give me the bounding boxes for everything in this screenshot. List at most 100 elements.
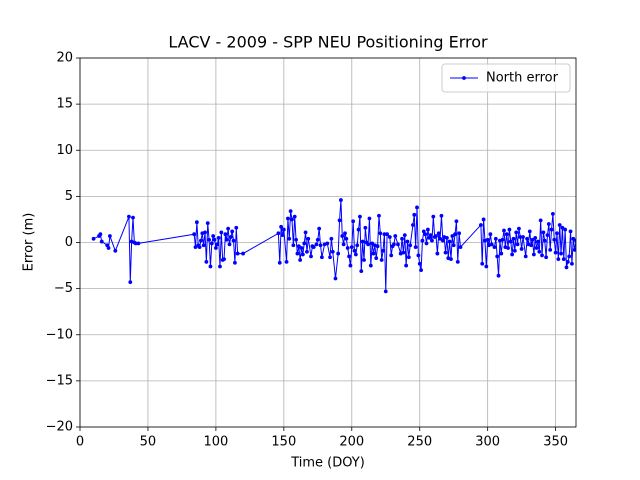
data-point xyxy=(347,254,351,259)
data-point xyxy=(502,228,506,233)
data-point xyxy=(208,264,213,269)
data-point xyxy=(523,254,528,259)
data-point xyxy=(420,238,425,243)
y-tick-label: −10 xyxy=(46,327,73,342)
data-point xyxy=(371,251,376,256)
data-point xyxy=(226,226,231,231)
data-point xyxy=(367,216,372,221)
plot-area xyxy=(91,198,576,294)
legend: North error xyxy=(441,63,571,93)
data-point xyxy=(489,242,494,247)
data-point xyxy=(213,246,218,250)
data-point xyxy=(392,242,396,247)
data-point xyxy=(306,236,311,241)
data-point xyxy=(99,239,104,244)
data-point xyxy=(352,248,357,253)
data-point xyxy=(194,220,199,225)
data-point xyxy=(416,253,421,258)
data-point xyxy=(91,236,96,241)
data-point xyxy=(192,232,197,237)
data-point xyxy=(550,212,555,216)
data-point xyxy=(512,248,517,253)
data-point xyxy=(219,230,224,235)
data-point xyxy=(454,219,459,224)
data-point xyxy=(519,247,524,251)
data-point xyxy=(419,268,423,273)
data-point xyxy=(568,229,573,234)
data-point xyxy=(314,242,319,247)
data-point xyxy=(284,259,289,264)
data-point xyxy=(207,237,211,242)
data-point xyxy=(549,227,554,232)
data-point xyxy=(544,255,549,260)
data-point xyxy=(574,238,576,243)
data-point xyxy=(480,261,485,266)
data-point xyxy=(203,230,207,235)
x-tick-label: 350 xyxy=(543,435,568,450)
data-point xyxy=(534,246,539,250)
data-point xyxy=(541,230,546,235)
data-point xyxy=(113,248,118,253)
data-point xyxy=(309,254,313,259)
data-point xyxy=(540,253,544,258)
data-point xyxy=(457,231,462,236)
legend-box xyxy=(441,63,571,93)
data-point xyxy=(366,242,370,247)
data-point xyxy=(425,227,430,232)
data-point xyxy=(493,236,498,241)
data-point xyxy=(368,263,373,268)
data-point xyxy=(358,214,362,219)
data-point xyxy=(385,232,390,237)
x-tick-label: 200 xyxy=(339,435,364,450)
data-point xyxy=(570,261,574,266)
data-point xyxy=(492,245,497,250)
data-point xyxy=(536,239,540,244)
data-point xyxy=(290,217,294,222)
data-point xyxy=(559,251,563,256)
data-point xyxy=(351,219,356,224)
data-point xyxy=(411,223,415,227)
data-point xyxy=(396,242,400,247)
data-point xyxy=(510,252,515,257)
data-point xyxy=(318,243,323,248)
legend-marker xyxy=(462,76,466,80)
data-point xyxy=(552,237,557,242)
data-point xyxy=(230,229,235,234)
data-point xyxy=(281,227,286,232)
data-point xyxy=(529,243,534,248)
y-tick-label: −5 xyxy=(54,281,73,296)
data-point xyxy=(343,231,347,236)
data-point xyxy=(518,235,523,239)
data-point xyxy=(348,263,353,268)
data-point xyxy=(287,236,292,241)
data-point xyxy=(525,236,529,241)
data-point xyxy=(294,237,298,242)
data-point xyxy=(382,232,387,237)
data-point xyxy=(378,231,383,236)
data-point xyxy=(401,250,406,255)
data-point xyxy=(288,209,293,214)
data-point xyxy=(276,231,281,236)
data-point xyxy=(447,239,452,244)
y-tick-label: 5 xyxy=(65,189,73,204)
data-point xyxy=(199,238,203,243)
y-tick-label: −15 xyxy=(46,373,73,388)
grid: 0 50 100 150 200 250 300 350 −20 −15 −10 −5 0 5 10 15 20 xyxy=(46,51,576,450)
data-point xyxy=(572,247,576,252)
data-point xyxy=(218,264,222,269)
data-point xyxy=(511,236,516,241)
data-point xyxy=(133,241,138,246)
data-point xyxy=(231,238,236,243)
data-point xyxy=(286,216,290,221)
x-tick-label: 0 xyxy=(76,435,84,450)
x-tick-label: 250 xyxy=(407,435,432,450)
x-tick-label: 150 xyxy=(271,435,296,450)
data-point xyxy=(557,223,562,227)
data-point xyxy=(515,242,520,247)
data-point xyxy=(291,243,296,248)
data-point xyxy=(533,235,538,240)
data-point xyxy=(548,247,553,252)
data-point xyxy=(305,249,309,254)
data-point xyxy=(280,233,285,238)
